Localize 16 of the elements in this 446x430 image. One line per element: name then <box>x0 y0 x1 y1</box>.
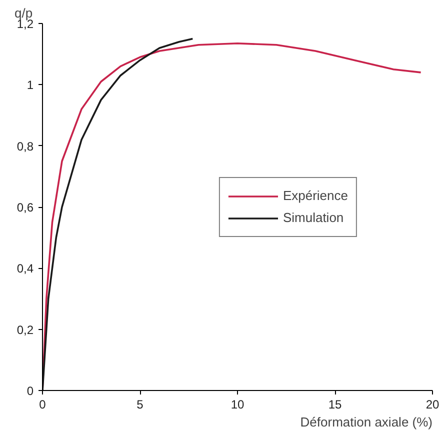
y-tick-label: 0,8 <box>16 139 34 154</box>
y-tick-label: 0,4 <box>16 262 34 276</box>
legend-label: Simulation <box>282 210 344 225</box>
legend-label: Expérience <box>282 188 348 203</box>
x-tick-label: 20 <box>426 398 440 412</box>
x-tick-label: 10 <box>230 398 244 412</box>
x-tick-label: 15 <box>328 398 342 412</box>
line-series <box>42 38 194 390</box>
y-tick-label: 0,6 <box>16 200 34 214</box>
x-tick-label: 0 <box>39 398 46 412</box>
x-axis-title: Déformation axiale (%) <box>300 414 433 430</box>
x-tick-label: 5 <box>136 398 144 412</box>
y-axis-title: q/p <box>14 6 33 20</box>
y-tick-label: 1 <box>26 78 34 92</box>
y-tick-label: 0 <box>26 384 34 398</box>
y-tick-label: 0,2 <box>16 322 34 337</box>
